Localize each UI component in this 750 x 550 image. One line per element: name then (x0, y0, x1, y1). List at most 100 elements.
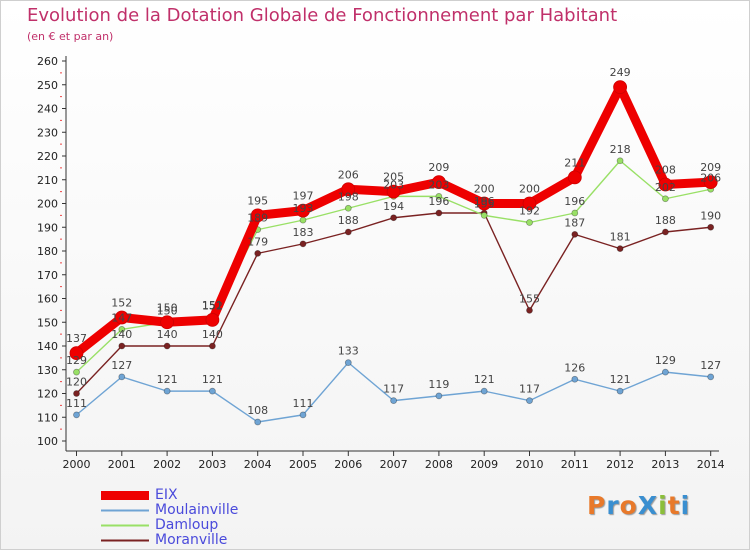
data-label: 205 (383, 171, 404, 184)
data-point (344, 228, 352, 236)
data-label: 155 (519, 292, 540, 305)
data-label: 211 (564, 156, 585, 169)
x-tick-label: 2005 (289, 458, 317, 471)
data-label: 195 (474, 197, 495, 210)
data-label: 121 (474, 373, 495, 386)
data-label: 108 (247, 404, 268, 417)
data-label: 140 (111, 328, 132, 341)
legend-swatch (101, 509, 149, 512)
data-point (662, 195, 669, 203)
data-label: 188 (655, 214, 676, 227)
data-point (386, 184, 401, 199)
data-point (344, 204, 352, 212)
legend-swatch (101, 524, 149, 527)
data-point (163, 342, 171, 350)
data-point (208, 342, 216, 350)
data-point (296, 203, 310, 218)
data-label: 150 (157, 301, 178, 314)
data-point (480, 387, 488, 395)
data-label: 129 (66, 354, 87, 367)
data-label: 140 (202, 328, 223, 341)
data-point (526, 219, 533, 226)
data-point (390, 397, 398, 405)
data-point (707, 223, 715, 231)
data-label: 121 (610, 373, 631, 386)
data-label: 200 (519, 183, 540, 196)
data-label: 152 (111, 297, 132, 310)
series-group (69, 80, 718, 426)
data-label: 196 (564, 195, 585, 208)
logo-letter: P (587, 491, 607, 520)
y-tick-label: 260 (37, 55, 58, 68)
data-label: 192 (519, 205, 540, 218)
data-point (250, 208, 265, 223)
logo-letter: r (606, 491, 620, 520)
y-tick-label: 140 (37, 340, 58, 353)
data-label: 179 (247, 235, 268, 248)
data-point (613, 80, 627, 95)
data-point (299, 240, 307, 248)
logo-letter: o (619, 491, 638, 520)
y-tick-label: 210 (37, 174, 58, 187)
data-label: 202 (655, 181, 676, 194)
data-label: 151 (202, 299, 223, 312)
legend-label: Damloup (155, 517, 219, 533)
data-label: 119 (428, 378, 449, 391)
data-point (707, 373, 715, 381)
data-labels: 120 140 140 140 179 183 188 194 196 196 155 187 181 1… (66, 66, 721, 417)
data-point (118, 373, 126, 381)
x-tick-label: 2000 (63, 458, 91, 471)
legend-label: Moranville (155, 532, 228, 548)
data-label: 152 (202, 300, 223, 313)
data-label: 137 (66, 332, 87, 345)
y-tick-label: 150 (37, 316, 58, 329)
legend-label: Moulainville (155, 502, 239, 518)
data-point (73, 411, 80, 419)
data-label: 126 (564, 361, 585, 374)
x-tick-label: 2009 (470, 458, 498, 471)
data-point (205, 312, 220, 327)
data-point (477, 196, 492, 211)
x-tick-label: 2003 (198, 458, 226, 471)
y-tick-label: 130 (37, 364, 58, 377)
data-label: 206 (700, 171, 721, 184)
data-point (73, 368, 80, 376)
data-label: 133 (338, 345, 359, 358)
data-label: 208 (655, 164, 676, 177)
data-label: 193 (293, 202, 314, 215)
data-label: 117 (519, 383, 540, 396)
data-label: 181 (610, 231, 631, 244)
x-tick-label: 2006 (334, 458, 362, 471)
data-label: 111 (293, 397, 314, 410)
data-point (344, 359, 352, 367)
logo-letter: t (667, 491, 681, 520)
data-label: 209 (428, 161, 449, 174)
data-point (662, 368, 669, 376)
data-point (522, 196, 537, 211)
data-label: 188 (338, 214, 359, 227)
data-label: 200 (474, 183, 495, 196)
y-tick-label: 170 (37, 269, 58, 282)
x-tick-label: 2013 (651, 458, 679, 471)
data-point (341, 182, 356, 197)
data-label: 198 (338, 190, 359, 203)
data-label: 209 (700, 161, 721, 174)
y-tick-label: 200 (37, 198, 58, 211)
data-point (254, 249, 262, 257)
x-tick-label: 2011 (561, 458, 589, 471)
data-point (616, 387, 624, 395)
data-point (114, 310, 129, 325)
legend-label: EIX (155, 487, 178, 503)
x-tick-label: 2014 (697, 458, 725, 471)
y-tick-label: 180 (37, 245, 58, 258)
logo-letter: i (658, 491, 668, 520)
logo-letter: i (680, 491, 691, 520)
y-tick-label: 110 (37, 411, 58, 424)
proxiti-logo: ProXiti (587, 491, 690, 520)
data-point (118, 342, 126, 350)
data-point (431, 175, 446, 190)
legend-item-moulainville: Moulainville (101, 503, 238, 518)
x-ticks: 2000 2001 2002 2003 2004 2005 2006 2007 2008 2009… (63, 451, 725, 471)
x-tick-label: 2007 (380, 458, 408, 471)
data-point (118, 325, 126, 333)
